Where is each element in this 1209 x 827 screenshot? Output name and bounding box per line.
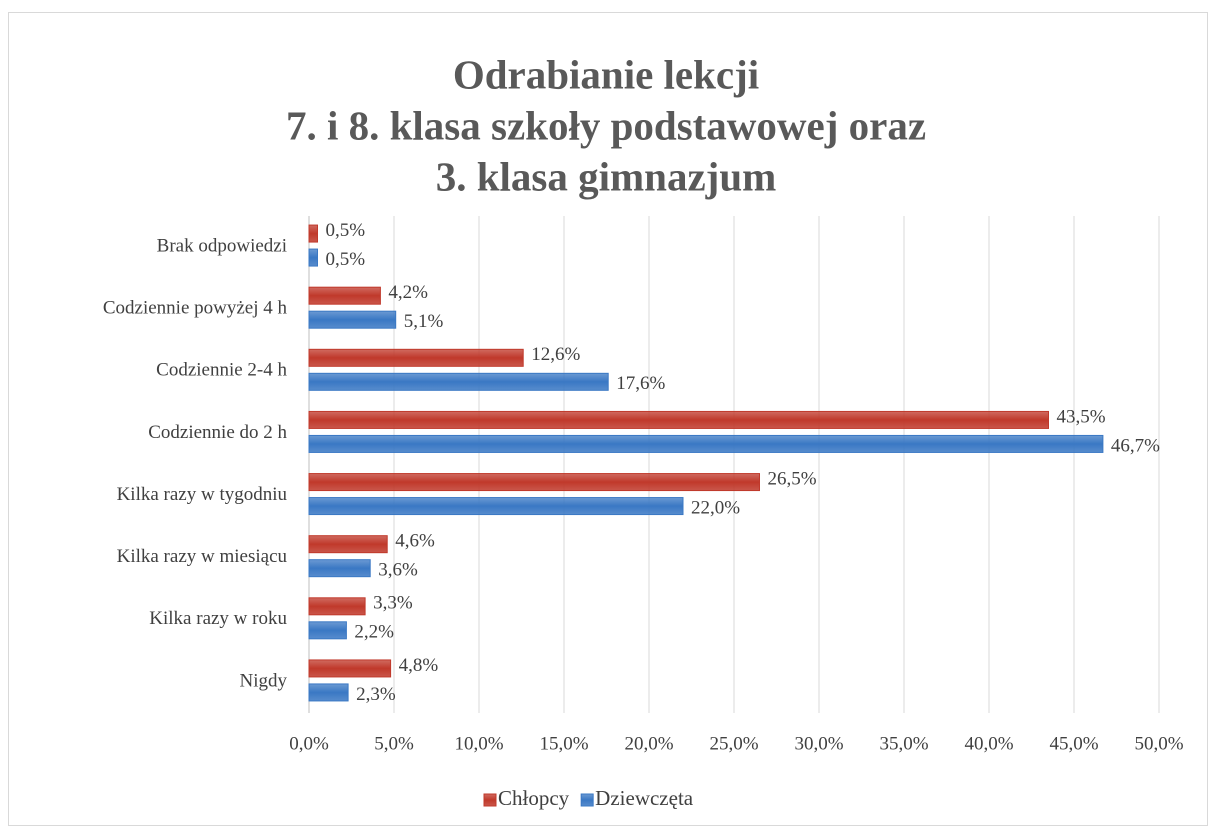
value-label: 2,3% — [356, 684, 396, 705]
y-tick-label: Codziennie do 2 h — [148, 422, 287, 443]
x-tick-label: 5,0% — [374, 733, 414, 754]
bar — [308, 248, 318, 267]
y-tick-label: Kilka razy w miesiącu — [117, 546, 288, 567]
value-label: 22,0% — [691, 497, 740, 518]
x-tick-label: 40,0% — [964, 733, 1013, 754]
bar — [308, 224, 318, 243]
value-label: 0,5% — [326, 249, 366, 270]
legend-swatch — [483, 793, 497, 807]
value-label: 26,5% — [768, 468, 817, 489]
value-label: 43,5% — [1057, 406, 1106, 427]
y-tick-label: Nigdy — [240, 670, 288, 691]
value-label: 12,6% — [531, 344, 580, 365]
y-tick-label: Brak odpowiedzi — [157, 235, 287, 256]
bar — [308, 434, 1104, 453]
x-tick-label: 25,0% — [709, 733, 758, 754]
bar — [308, 535, 388, 554]
x-tick-label: 15,0% — [539, 733, 588, 754]
value-label: 5,1% — [404, 311, 444, 332]
x-tick-label: 0,0% — [289, 733, 329, 754]
bar — [308, 659, 392, 678]
value-label: 4,6% — [395, 531, 435, 552]
value-label: 4,2% — [388, 282, 428, 303]
value-label: 4,8% — [399, 655, 439, 676]
value-label: 2,2% — [354, 622, 394, 643]
bar — [308, 559, 371, 578]
legend-swatch — [580, 793, 594, 807]
bar — [308, 497, 684, 516]
value-label: 3,3% — [373, 593, 413, 614]
chart-title: Odrabianie lekcji — [453, 51, 759, 97]
y-tick-label: Kilka razy w tygodniu — [117, 484, 288, 505]
x-tick-label: 50,0% — [1134, 733, 1183, 754]
y-tick-label: Codziennie powyżej 4 h — [103, 298, 288, 319]
bar — [308, 473, 760, 492]
bar — [308, 286, 381, 305]
x-tick-label: 30,0% — [794, 733, 843, 754]
bar — [308, 348, 524, 367]
value-label: 0,5% — [326, 220, 366, 241]
value-label: 46,7% — [1111, 435, 1160, 456]
x-tick-label: 35,0% — [879, 733, 928, 754]
bar — [308, 621, 347, 640]
bar — [308, 310, 397, 329]
chart-title: 7. i 8. klasa szkoły podstawowej oraz — [286, 102, 926, 148]
bar — [308, 372, 609, 391]
bar — [308, 410, 1049, 429]
legend-label: Chłopcy — [498, 786, 570, 810]
bar — [308, 683, 349, 702]
legend-label: Dziewczęta — [595, 786, 694, 810]
x-tick-label: 45,0% — [1049, 733, 1098, 754]
x-tick-label: 10,0% — [454, 733, 503, 754]
value-label: 17,6% — [616, 373, 665, 394]
y-tick-label: Kilka razy w roku — [149, 608, 287, 629]
x-tick-label: 20,0% — [624, 733, 673, 754]
y-tick-label: Codziennie 2-4 h — [156, 360, 287, 381]
chart-title: 3. klasa gimnazjum — [436, 153, 777, 199]
value-label: 3,6% — [378, 560, 418, 581]
bar — [308, 597, 366, 616]
